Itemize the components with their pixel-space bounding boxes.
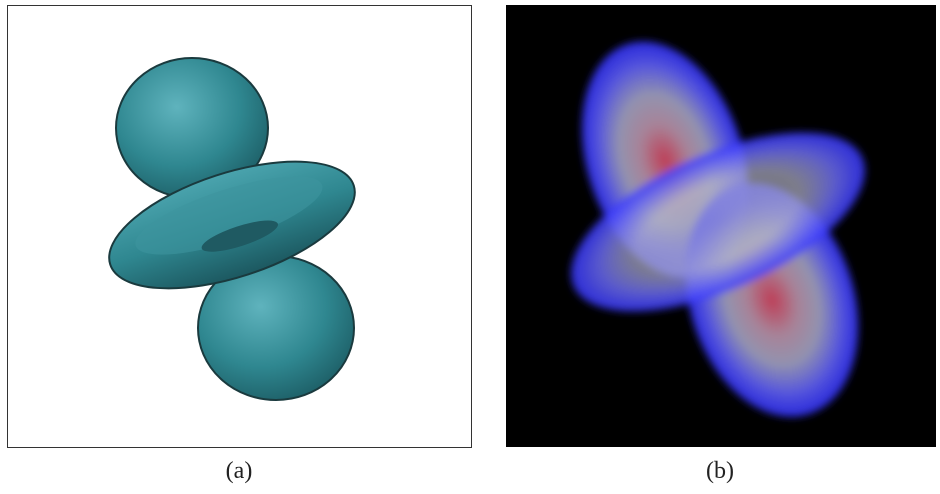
panel-b xyxy=(506,5,936,447)
panel-a xyxy=(8,6,472,448)
caption: (a) xyxy=(226,458,253,484)
caption: (b) xyxy=(706,458,734,484)
figure: (a) (b) xyxy=(0,0,940,494)
